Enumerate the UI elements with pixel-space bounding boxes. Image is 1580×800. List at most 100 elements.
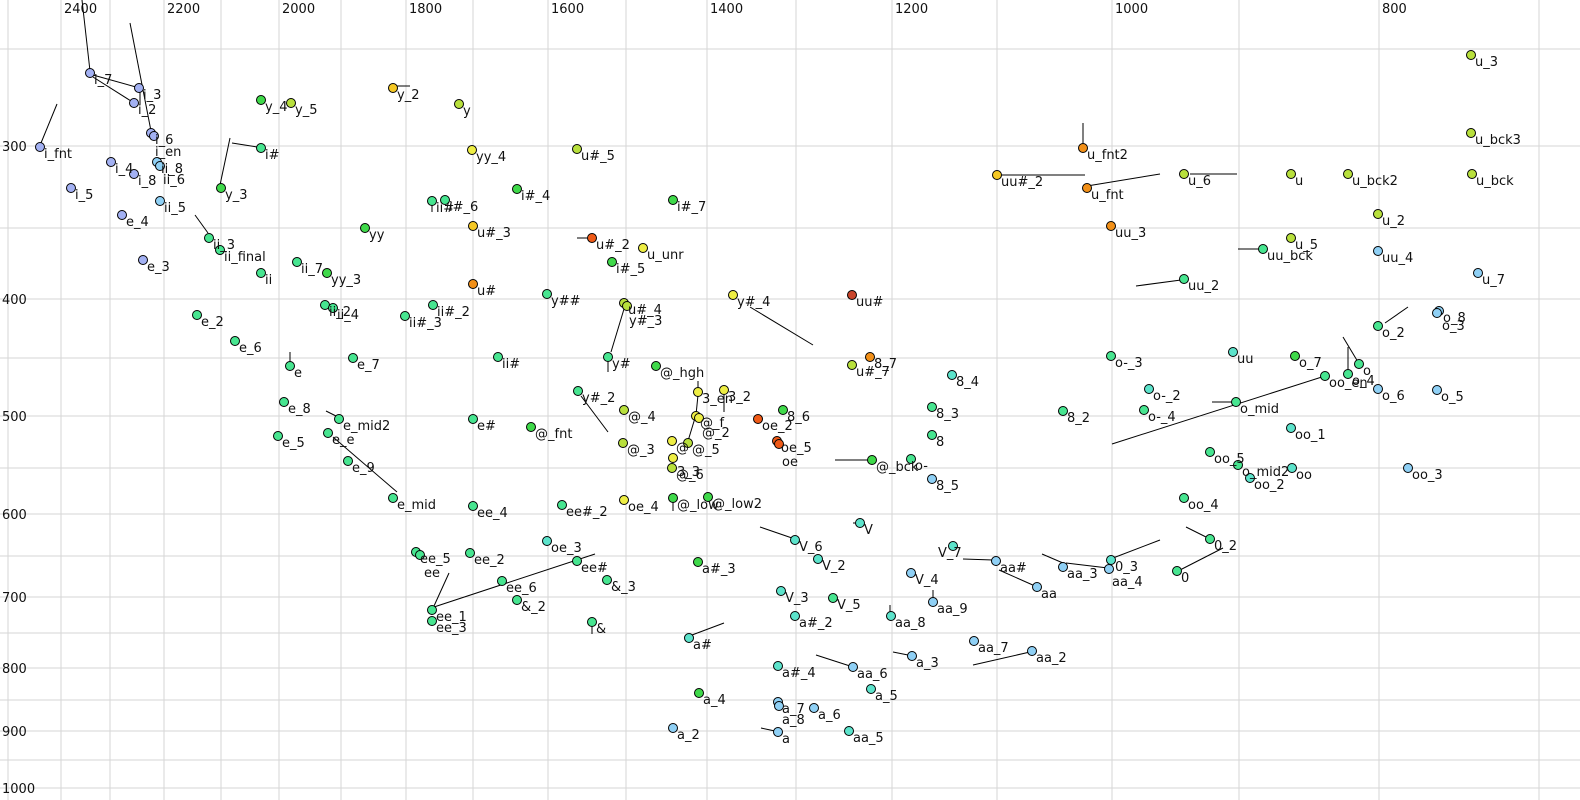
leader-line-51 bbox=[1179, 547, 1224, 571]
point-u_fnt2 bbox=[1078, 143, 1088, 153]
point-V_7 bbox=[948, 541, 958, 551]
leader-line-6 bbox=[219, 137, 231, 186]
label-V: V bbox=[864, 523, 873, 538]
label-yy: yy bbox=[369, 228, 385, 243]
leader-line-47 bbox=[998, 569, 1036, 587]
leader-line-42 bbox=[815, 654, 851, 667]
label-u_bck2: u_bck2 bbox=[1352, 174, 1398, 189]
point-0_2 bbox=[1205, 534, 1215, 544]
x-tick-1600: 1600 bbox=[551, 2, 584, 17]
point-oo_5 bbox=[1205, 447, 1215, 457]
label-aa_5: aa_5 bbox=[853, 731, 884, 746]
point-@_bck bbox=[867, 455, 877, 465]
point-yy_3 bbox=[322, 268, 332, 278]
label-8_6: 8_6 bbox=[787, 410, 810, 425]
point-0 bbox=[1172, 566, 1182, 576]
label-a#_4: a#_4 bbox=[782, 666, 816, 681]
x-tick-2400: 2400 bbox=[64, 2, 97, 17]
point-i_4 bbox=[106, 157, 116, 167]
point-& bbox=[587, 617, 597, 627]
point-u_6 bbox=[1179, 169, 1189, 179]
y-tick-600: 600 bbox=[2, 508, 27, 523]
label-@_low2: @_low2 bbox=[712, 497, 762, 512]
label-@_bck: @_bck bbox=[876, 460, 919, 475]
point-V_5 bbox=[828, 593, 838, 603]
label-i_7: i_7 bbox=[94, 73, 112, 88]
label-u#_2: u#_2 bbox=[596, 238, 630, 253]
point-V_4 bbox=[906, 568, 916, 578]
point-oe_3 bbox=[542, 536, 552, 546]
point-0_3 bbox=[1106, 555, 1116, 565]
point-uu_2 bbox=[1179, 274, 1189, 284]
point-o_5 bbox=[1432, 385, 1442, 395]
label-aa_9: aa_9 bbox=[937, 602, 968, 617]
leader-line-18 bbox=[749, 306, 814, 346]
point-8_5 bbox=[927, 474, 937, 484]
label-o: o bbox=[1363, 364, 1371, 379]
label-oo_4: oo_4 bbox=[1188, 498, 1219, 513]
label-aa#: aa# bbox=[1000, 561, 1027, 576]
point-8_2 bbox=[1058, 406, 1068, 416]
x-tick-800: 800 bbox=[1382, 2, 1407, 17]
label-@: @ bbox=[676, 441, 689, 456]
leader-line-41 bbox=[691, 622, 725, 636]
label-&_3: &_3 bbox=[611, 580, 636, 595]
label-3_2: 3_2 bbox=[728, 390, 751, 405]
label-u#_3: u#_3 bbox=[477, 226, 511, 241]
label-oe_5: oe_5 bbox=[781, 441, 812, 456]
leader-line-37 bbox=[433, 553, 596, 608]
point-o- bbox=[906, 454, 916, 464]
point-3_en bbox=[693, 387, 703, 397]
label-V_5: V_5 bbox=[837, 598, 861, 613]
label-oe: oe bbox=[782, 455, 798, 470]
leader-line-46 bbox=[962, 558, 994, 561]
point-a# bbox=[684, 633, 694, 643]
point-e# bbox=[468, 414, 478, 424]
point-i_2 bbox=[129, 98, 139, 108]
label-oo_5: oo_5 bbox=[1214, 452, 1245, 467]
label-ee_5: ee_5 bbox=[420, 552, 451, 567]
label-i_3: i_3 bbox=[143, 88, 161, 103]
point-ee bbox=[415, 550, 425, 560]
label-ee_2: ee_2 bbox=[474, 553, 505, 568]
label-ii#: ii# bbox=[502, 357, 520, 372]
point-@_4 bbox=[619, 405, 629, 415]
label-@_low: @_low bbox=[677, 498, 719, 513]
label-oo: oo bbox=[1296, 468, 1312, 483]
label-y_4: y_4 bbox=[265, 100, 287, 115]
label-o_2: o_2 bbox=[1382, 326, 1405, 341]
point-a#_4 bbox=[773, 661, 783, 671]
label-V_2: V_2 bbox=[822, 559, 846, 574]
label-e_3: e_3 bbox=[147, 260, 170, 275]
label-u#: u# bbox=[477, 284, 496, 299]
label-@_hgh: @_hgh bbox=[660, 366, 704, 381]
point-a_6 bbox=[809, 703, 819, 713]
point-e_mid bbox=[388, 493, 398, 503]
label-ii_7: ii_7 bbox=[301, 262, 323, 277]
point-3_3 bbox=[668, 453, 678, 463]
label-o-_2: o-_2 bbox=[1153, 389, 1181, 404]
point-e_5 bbox=[273, 431, 283, 441]
point-a bbox=[773, 727, 783, 737]
point-uu_4 bbox=[1373, 246, 1383, 256]
label-i_8: i_8 bbox=[138, 174, 156, 189]
label-e_4: e_4 bbox=[126, 215, 149, 230]
point-aa_5 bbox=[844, 726, 854, 736]
point-o-_3 bbox=[1106, 351, 1116, 361]
label-y#_4: y#_4 bbox=[737, 295, 770, 310]
point-@_fnt bbox=[526, 422, 536, 432]
point-e bbox=[285, 361, 295, 371]
point-i#_6 bbox=[440, 195, 450, 205]
point-ii_6 bbox=[155, 161, 165, 171]
point-ii# bbox=[493, 352, 503, 362]
point-V bbox=[855, 518, 865, 528]
point-oe bbox=[774, 439, 784, 449]
point-aa_2 bbox=[1027, 646, 1037, 656]
label-o_3: o_3 bbox=[1442, 319, 1465, 334]
label-@_2: @_2 bbox=[702, 426, 730, 441]
label-8_2: 8_2 bbox=[1067, 411, 1090, 426]
point-aa_4 bbox=[1104, 564, 1114, 574]
leader-line-35 bbox=[1384, 306, 1409, 324]
label-oo_3: oo_3 bbox=[1412, 468, 1443, 483]
label-yy_4: yy_4 bbox=[476, 150, 506, 165]
